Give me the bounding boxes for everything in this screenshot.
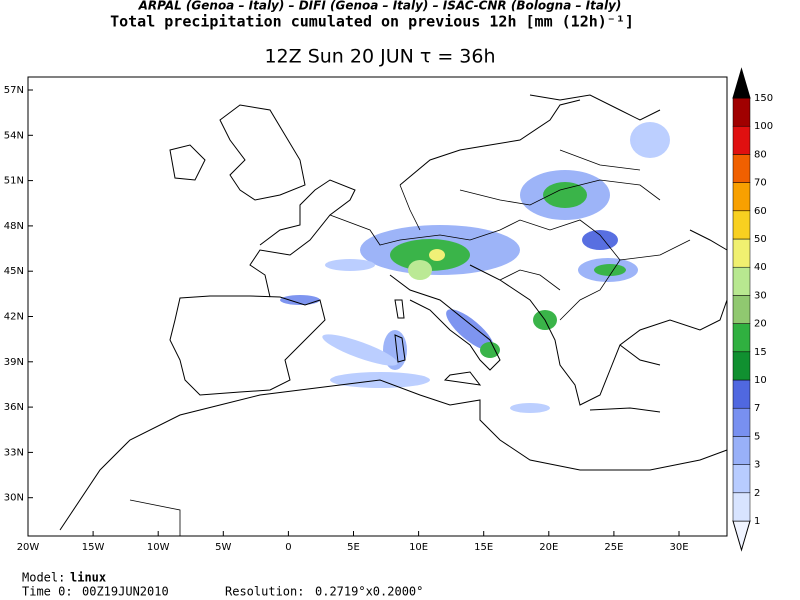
colorbar-label: 15 bbox=[754, 347, 767, 358]
lon-label: 5E bbox=[347, 542, 360, 553]
agencies: ARPAL (Genoa – Italy) – DIFI (Genoa – It… bbox=[138, 0, 622, 13]
lat-label: 36N bbox=[4, 402, 24, 413]
colorbar-label: 50 bbox=[754, 234, 767, 245]
model: linux bbox=[70, 571, 106, 585]
colorbar-label: 7 bbox=[754, 403, 760, 414]
colorbar-label: 20 bbox=[754, 319, 767, 330]
lon-label: 5W bbox=[215, 542, 231, 553]
colorbar-label: 80 bbox=[754, 149, 767, 160]
colorbar-bin bbox=[732, 295, 751, 324]
product-title: Total precipitation cumulated on previou… bbox=[110, 13, 634, 31]
colorbar-bin bbox=[732, 436, 751, 465]
colorbar-label: 1 bbox=[754, 516, 760, 527]
colorbar-bin bbox=[732, 379, 751, 409]
colorbar-bin bbox=[732, 407, 751, 437]
lat-label: 30N bbox=[4, 493, 24, 504]
colorbar-label: 3 bbox=[754, 460, 760, 471]
lon-label: 10E bbox=[409, 542, 428, 553]
colorbar-bin bbox=[732, 351, 751, 381]
colorbar-label: 100 bbox=[754, 121, 773, 132]
lat-label: 48N bbox=[4, 221, 24, 232]
coastlines bbox=[59, 94, 728, 531]
colorbar-label: 150 bbox=[754, 93, 773, 104]
colorbar-label: 60 bbox=[754, 206, 767, 217]
lon-label: 15E bbox=[474, 542, 493, 553]
colorbar-bin bbox=[732, 210, 751, 240]
lat-label: 54N bbox=[4, 130, 24, 141]
colorbar-bin bbox=[732, 125, 751, 155]
lat-label: 45N bbox=[4, 266, 24, 277]
colorbar-label: 5 bbox=[754, 431, 760, 442]
lat-label: 42N bbox=[4, 312, 24, 323]
time-label: Time 0: bbox=[22, 585, 73, 599]
colorbar-label: 40 bbox=[754, 262, 767, 273]
time: 00Z19JUN2010 bbox=[82, 585, 169, 599]
map bbox=[27, 76, 728, 537]
lat-label: 39N bbox=[4, 357, 24, 368]
lat-label: 33N bbox=[4, 447, 24, 458]
lon-labels: 20W 15W 10W 5W 0 5E 10E 15E 20E 25E 30E bbox=[17, 531, 689, 553]
map-frame bbox=[27, 76, 728, 537]
valid-time: 12Z Sun 20 JUN τ = 36h bbox=[264, 46, 495, 68]
lon-label: 30E bbox=[669, 542, 688, 553]
colorbar-label: 70 bbox=[754, 178, 767, 189]
precip bbox=[280, 122, 670, 413]
colorbar-bin bbox=[732, 182, 751, 212]
colorbar-bin bbox=[732, 323, 751, 353]
colorbar-label: 2 bbox=[754, 488, 760, 499]
colorbar-high bbox=[732, 67, 751, 99]
lon-label: 25E bbox=[604, 542, 623, 553]
colorbar-label: 30 bbox=[754, 290, 767, 301]
model-label: Model: bbox=[22, 571, 65, 585]
lon-label: 20W bbox=[17, 542, 40, 553]
colorbar-bin bbox=[732, 266, 751, 296]
colorbar-bin bbox=[732, 492, 751, 522]
colorbar-low bbox=[732, 520, 751, 552]
lat-label: 57N bbox=[4, 85, 24, 96]
lon-label: 10W bbox=[147, 542, 170, 553]
lon-label: 0 bbox=[285, 542, 291, 553]
colorbar-bin bbox=[732, 238, 751, 268]
lon-label: 15W bbox=[82, 542, 105, 553]
borders bbox=[129, 149, 691, 536]
lon-label: 20E bbox=[539, 542, 558, 553]
colorbar-bin bbox=[732, 97, 751, 127]
lat-label: 51N bbox=[4, 176, 24, 187]
resolution: 0.2719°x0.2000° bbox=[315, 585, 423, 599]
colorbar-bin bbox=[732, 464, 751, 494]
resolution-label: Resolution: bbox=[225, 585, 304, 599]
colorbar: 1 2 3 5 7 10 15 20 30 40 50 60 70 80 100 150 bbox=[732, 67, 773, 552]
colorbar-label: 10 bbox=[754, 375, 767, 386]
colorbar-bin bbox=[732, 154, 751, 183]
lat-labels: 57N 54N 51N 48N 45N 42N 39N 36N 33N 30N bbox=[4, 85, 33, 504]
